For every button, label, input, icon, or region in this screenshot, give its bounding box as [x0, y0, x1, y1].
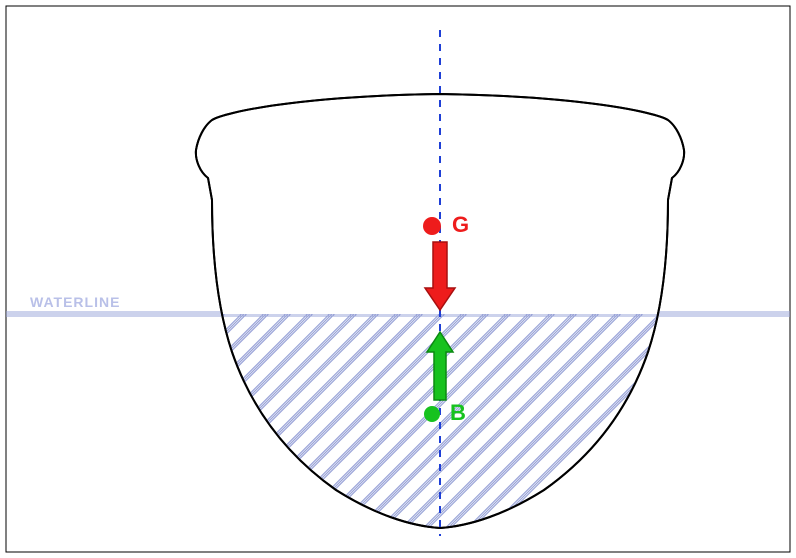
center-of-buoyancy-point — [424, 406, 440, 422]
diagram-stage: WATERLINE G B — [0, 0, 796, 558]
center-of-gravity-point — [423, 217, 441, 235]
diagram-svg — [0, 0, 796, 558]
